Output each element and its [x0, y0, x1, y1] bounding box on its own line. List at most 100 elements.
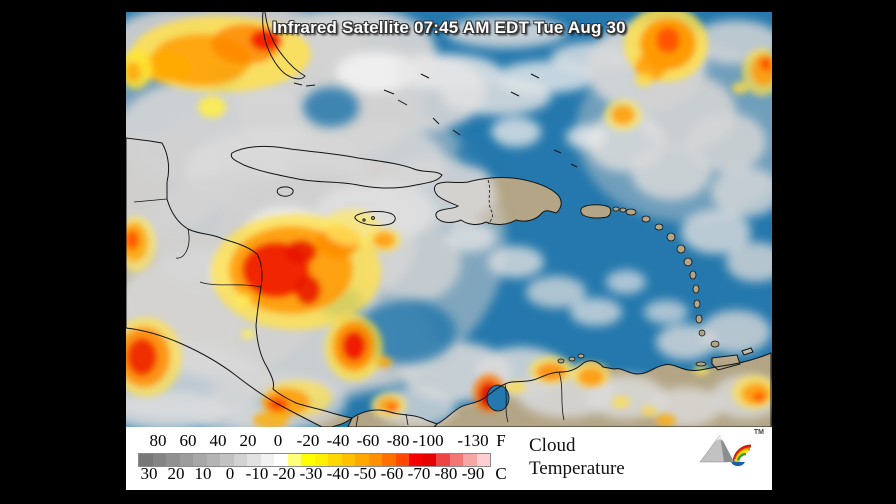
fahrenheit-tick-label: -40	[326, 431, 350, 450]
celsius-tick-label: -80	[434, 464, 458, 483]
celsius-tick-label: 10	[194, 464, 212, 483]
colorbar-segment	[287, 454, 301, 466]
satellite-map: Infrared Satellite 07:45 AM EDT Tue Aug …	[126, 12, 772, 427]
colorbar-segment	[247, 454, 261, 466]
fahrenheit-tick-label: 40	[209, 431, 227, 450]
celsius-tick-label: -30	[299, 464, 323, 483]
colorbar-segment	[274, 454, 288, 466]
celsius-tick-label: -10	[245, 464, 269, 483]
legend-title-line1: Cloud	[529, 435, 576, 456]
content-panel: Infrared Satellite 07:45 AM EDT Tue Aug …	[126, 12, 772, 490]
convection-blob	[241, 329, 255, 339]
cloud-blob	[446, 222, 496, 252]
ca-borders	[133, 198, 409, 427]
celsius-tick-label: 30	[140, 464, 158, 483]
convection-blob	[342, 331, 366, 361]
colorbar-segment	[395, 454, 409, 466]
cloud-blob	[570, 298, 622, 326]
cloud-blob	[711, 167, 772, 217]
florida-coast	[262, 12, 306, 80]
legend-title-line2: Temperature	[529, 458, 625, 479]
bahamas	[383, 73, 578, 168]
celsius-tick-label: -90	[461, 464, 485, 483]
convection-blob	[235, 294, 251, 306]
convection-blob	[253, 411, 289, 427]
celsius-tick-label: -50	[353, 464, 377, 483]
colorbar-segment	[355, 454, 369, 466]
sa-borders	[504, 371, 565, 423]
convection-blob	[250, 29, 282, 51]
celsius-tick-label: -60	[380, 464, 404, 483]
colorbar-segment	[301, 454, 315, 466]
legend-title: Cloud Temperature	[529, 434, 625, 480]
celsius-tick-label: 0	[225, 464, 235, 483]
fahrenheit-tick-label: 20	[239, 431, 257, 450]
convection-blob	[635, 73, 653, 87]
convection-blob	[127, 338, 157, 376]
convection-blob	[141, 52, 191, 82]
convection-blob	[760, 57, 772, 71]
convection-blob	[656, 27, 680, 53]
trademark-symbol: TM	[753, 429, 764, 436]
convection-blob	[376, 356, 392, 368]
colorbar-segment	[193, 454, 207, 466]
colorbar-segment	[179, 454, 193, 466]
brand-logo: TM	[698, 429, 764, 473]
fahrenheit-tick-label: 80	[149, 431, 167, 450]
colorbar-segment	[260, 454, 274, 466]
convection-blob	[126, 62, 141, 82]
convection-blob	[126, 230, 139, 250]
colorbar-segment	[206, 454, 220, 466]
cloud-blob	[686, 112, 766, 172]
cloud-blob	[726, 242, 772, 282]
fahrenheit-tick-label: -60	[356, 431, 380, 450]
colorbar-segment	[368, 454, 382, 466]
convection-blob	[732, 82, 748, 94]
colorbar-segment	[341, 454, 355, 466]
convection-blob	[373, 232, 395, 248]
celsius-tick-label: -40	[326, 464, 350, 483]
celsius-tick-label: 20	[167, 464, 185, 483]
convection-blob	[611, 105, 635, 125]
cloud-blob	[681, 210, 751, 254]
temperature-colorbar	[138, 453, 491, 467]
celsius-tick-label: -70	[407, 464, 431, 483]
cold-cloud-tops	[126, 12, 772, 427]
florida-keys	[293, 82, 316, 87]
convection-blob	[641, 406, 657, 416]
colorbar-segment	[382, 454, 396, 466]
fahrenheit-scale: 80 60 40 20 0 -20 -40 -60 -80 -100 -130 F	[126, 431, 772, 450]
colorbar-segment	[139, 454, 153, 466]
colorbar-segment	[409, 454, 423, 466]
convection-blob	[753, 392, 765, 402]
convection-blob	[295, 275, 321, 305]
convection-blob	[198, 96, 226, 118]
celsius-tick-label: -20	[272, 464, 296, 483]
satellite-map-image	[126, 12, 772, 427]
fahrenheit-tick-label: -130	[457, 431, 489, 450]
cloud-blob	[566, 125, 606, 149]
cloud-blob	[606, 270, 646, 294]
colorbar-segment	[449, 454, 463, 466]
hispaniola-border	[487, 179, 493, 225]
convection-blob	[285, 240, 317, 264]
coastlines	[126, 12, 772, 427]
map-title: Infrared Satellite 07:45 AM EDT Tue Aug …	[272, 18, 626, 37]
cloud-blob	[631, 144, 711, 200]
convection-blob	[387, 404, 397, 412]
cloud-blob	[701, 310, 771, 354]
colorbar-segment	[328, 454, 342, 466]
colorbar-segment	[463, 454, 477, 466]
cloud-blob	[336, 52, 416, 92]
cloud-blob	[526, 276, 586, 308]
legend-panel: 80 60 40 20 0 -20 -40 -60 -80 -100 -130 F 30 20 10 0 -1…	[126, 427, 772, 490]
convection-blob	[323, 209, 379, 245]
colorbar-segment	[220, 454, 234, 466]
fahrenheit-tick-label: 60	[179, 431, 197, 450]
colorbar-segment	[476, 454, 490, 466]
fahrenheit-tick-label: F	[496, 431, 506, 450]
convection-blob	[506, 381, 526, 393]
convection-blob	[612, 396, 630, 408]
fahrenheit-tick-label: -20	[296, 431, 320, 450]
convection-blob	[578, 368, 604, 386]
